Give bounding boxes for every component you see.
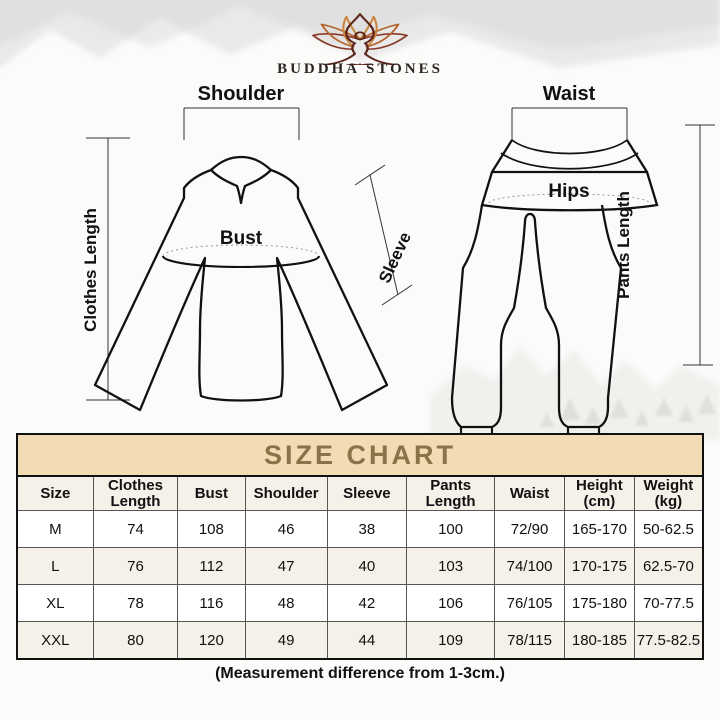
svg-text:Bust: Bust [220, 228, 263, 249]
svg-text:Sleeve: Sleeve [375, 229, 415, 286]
svg-text:Shoulder: Shoulder [198, 83, 285, 105]
svg-text:Waist: Waist [543, 83, 596, 105]
svg-text:Hips: Hips [548, 181, 589, 202]
svg-text:Clothes Length: Clothes Length [81, 208, 100, 332]
